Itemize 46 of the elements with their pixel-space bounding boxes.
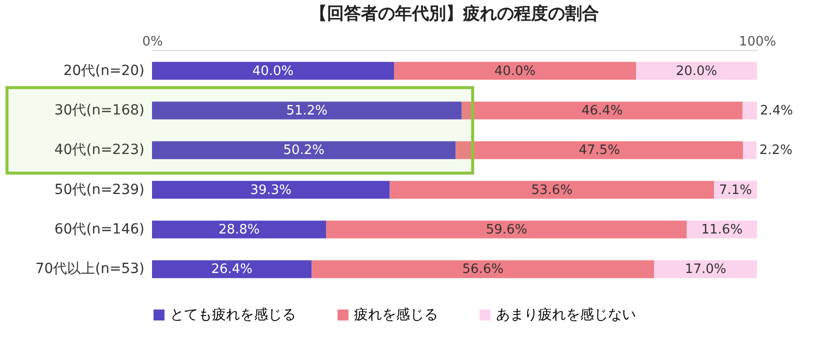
bar xyxy=(394,62,636,80)
bar xyxy=(462,102,742,120)
legend-label: 疲れを感じる xyxy=(354,307,438,323)
y-tick-label: 60代(n=146) xyxy=(54,222,144,238)
chart-title: 【回答者の年代別】疲れの程度の割合 xyxy=(310,4,599,24)
y-tick-label: 50代(n=239) xyxy=(54,182,144,198)
data-label: 2.4% xyxy=(760,103,794,118)
y-tick-label: 20代(n=20) xyxy=(63,62,144,79)
bar xyxy=(390,180,714,199)
data-label: 20.0% xyxy=(676,64,718,79)
bar xyxy=(456,141,744,160)
bar xyxy=(152,180,390,199)
bar xyxy=(152,141,456,160)
data-label: 40.0% xyxy=(494,64,536,79)
bar xyxy=(152,102,462,120)
x-tick-label: 100% xyxy=(738,34,776,50)
bar xyxy=(636,62,757,80)
data-label: 50.2% xyxy=(283,143,325,158)
data-label: 53.6% xyxy=(531,182,573,198)
x-tick-label: 0% xyxy=(142,34,163,50)
bar xyxy=(152,260,312,278)
data-label: 7.1% xyxy=(719,182,752,198)
data-label: 17.0% xyxy=(684,262,726,278)
y-tick-label: 70代以上(n=53) xyxy=(35,261,144,278)
bar xyxy=(654,260,757,278)
data-label: 40.0% xyxy=(252,64,294,79)
bar xyxy=(326,220,687,238)
bar xyxy=(743,141,756,160)
y-tick-label: 40代(n=223) xyxy=(54,142,144,158)
data-label: 59.6% xyxy=(486,222,528,238)
legend-label: あまり疲れを感じない xyxy=(496,307,636,323)
y-tick-label: 30代(n=168) xyxy=(54,102,144,118)
bar xyxy=(312,260,654,278)
data-label: 47.5% xyxy=(578,143,620,158)
bar xyxy=(152,62,394,80)
data-label: 39.3% xyxy=(250,182,292,198)
data-label: 11.6% xyxy=(701,222,743,238)
bar xyxy=(742,102,757,120)
data-label: 26.4% xyxy=(211,262,253,278)
data-label: 51.2% xyxy=(286,103,328,118)
data-label: 56.6% xyxy=(462,262,504,278)
data-label: 28.8% xyxy=(218,222,260,238)
data-label: 2.2% xyxy=(759,143,792,158)
bar xyxy=(152,220,326,238)
data-label: 46.4% xyxy=(581,103,623,118)
legend-label: とても疲れを感じる xyxy=(170,307,296,323)
